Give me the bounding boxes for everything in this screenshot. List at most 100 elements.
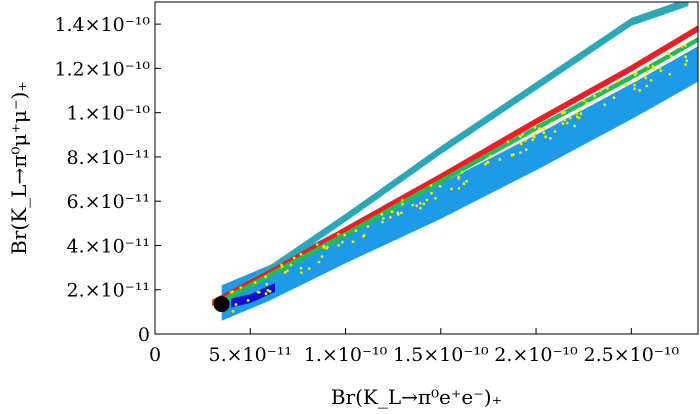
- data-point: [264, 275, 267, 279]
- data-point: [465, 179, 468, 183]
- data-point: [337, 244, 340, 247]
- data-point: [519, 135, 522, 138]
- data-point: [624, 83, 628, 86]
- data-point: [322, 246, 326, 249]
- data-point: [257, 290, 261, 294]
- data-point: [265, 282, 269, 286]
- data-point: [317, 260, 321, 264]
- data-point: [231, 310, 235, 313]
- data-point: [606, 86, 609, 90]
- data-point: [685, 59, 689, 63]
- x-tick-label: 0: [149, 344, 161, 366]
- data-point: [381, 220, 384, 224]
- x-axis-ticks: 0 5.×10⁻¹¹ 1.×10⁻¹⁰ 1.5×10⁻¹⁰ 2.×10⁻¹⁰ 2.5×10…: [149, 328, 679, 366]
- data-point: [434, 196, 437, 200]
- y-axis-ticks: 0 2.×10⁻¹¹ 4.×10⁻¹¹ 6.×10⁻¹¹ 8.×10⁻¹¹ 1.×10⁻¹…: [54, 14, 161, 346]
- data-point: [563, 110, 566, 114]
- data-point: [561, 122, 565, 125]
- data-point: [669, 54, 673, 58]
- data-point: [343, 233, 347, 237]
- data-point: [264, 292, 268, 296]
- data-point: [603, 103, 607, 107]
- data-point: [292, 256, 296, 260]
- band-red: [212, 25, 698, 307]
- data-point: [307, 267, 311, 270]
- data-point: [533, 126, 537, 129]
- data-point: [684, 55, 688, 59]
- data-point: [667, 52, 671, 56]
- data-point: [239, 286, 243, 289]
- data-point: [234, 303, 238, 306]
- marker-point: [213, 296, 230, 313]
- data-point: [565, 121, 569, 125]
- data-point: [489, 154, 493, 158]
- data-point: [521, 132, 524, 136]
- y-tick-label: 4.×10⁻¹¹: [67, 235, 151, 257]
- y-tick-label: 1.×10⁻¹⁰: [67, 103, 151, 125]
- data-point: [381, 217, 385, 220]
- data-point: [389, 215, 392, 219]
- data-point: [575, 112, 578, 115]
- data-point: [644, 76, 648, 80]
- y-axis-label: Br(K_L→π⁰μ⁺μ⁻)₊: [7, 81, 31, 255]
- data-point: [533, 132, 537, 136]
- data-point: [400, 211, 403, 215]
- data-point: [560, 111, 564, 115]
- data-point: [400, 198, 404, 202]
- data-point: [658, 66, 662, 70]
- data-point: [531, 138, 535, 142]
- data-point: [549, 137, 552, 140]
- y-tick-label: 1.2×10⁻¹⁰: [54, 58, 150, 80]
- data-point: [411, 203, 415, 207]
- x-tick-label: 5.×10⁻¹¹: [209, 344, 293, 366]
- data-point: [300, 271, 303, 275]
- data-point: [568, 116, 572, 120]
- data-point: [684, 63, 687, 66]
- y-tick-label: 6.×10⁻¹¹: [67, 191, 151, 213]
- data-point: [351, 240, 355, 244]
- data-point: [266, 288, 270, 292]
- data-point: [633, 83, 636, 87]
- data-point: [320, 255, 324, 258]
- data-point: [524, 148, 528, 152]
- data-point: [553, 130, 557, 133]
- band-dark_blue: [231, 283, 275, 308]
- x-axis-label: Br(K_L→π⁰e⁺e⁻)₊: [331, 385, 502, 409]
- data-point: [645, 70, 649, 74]
- data-point: [286, 269, 289, 273]
- data-point: [438, 184, 442, 188]
- data-point: [537, 126, 541, 130]
- plot-frame: [154, 1, 699, 335]
- data-point: [668, 72, 672, 76]
- data-bands: [212, 2, 698, 321]
- data-point: [430, 191, 433, 195]
- data-point: [576, 115, 579, 119]
- data-point: [582, 99, 586, 102]
- data-point: [280, 263, 283, 267]
- data-point: [325, 245, 329, 249]
- data-point: [616, 79, 620, 83]
- y-tick-label: 1.4×10⁻¹⁰: [54, 14, 150, 36]
- data-point: [299, 266, 303, 270]
- x-tick-label: 1.5×10⁻¹⁰: [393, 344, 489, 366]
- data-point: [633, 73, 637, 76]
- data-point: [354, 229, 358, 233]
- data-point: [450, 187, 453, 191]
- data-point: [418, 206, 422, 210]
- data-point: [680, 44, 684, 48]
- data-point: [649, 79, 653, 82]
- data-point: [380, 212, 384, 216]
- data-point: [593, 94, 596, 98]
- data-point: [519, 142, 523, 146]
- data-point: [457, 177, 460, 180]
- data-point: [511, 153, 515, 157]
- data-point: [283, 271, 287, 274]
- data-point: [460, 170, 464, 174]
- band-light_blue: [221, 46, 698, 321]
- y-tick-label: 0: [138, 324, 150, 346]
- data-point: [645, 84, 649, 88]
- data-point: [550, 121, 553, 125]
- data-point: [246, 299, 250, 302]
- data-point: [544, 135, 547, 139]
